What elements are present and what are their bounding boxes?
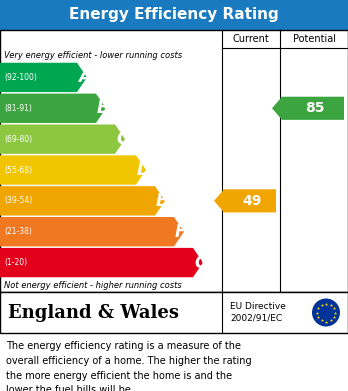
Text: G: G <box>194 254 208 272</box>
Text: EU Directive
2002/91/EC: EU Directive 2002/91/EC <box>230 302 286 323</box>
Text: B: B <box>97 99 110 117</box>
Polygon shape <box>0 186 165 215</box>
Text: (21-38): (21-38) <box>4 227 32 236</box>
Text: A: A <box>78 68 91 86</box>
Bar <box>0 30 348 292</box>
Text: C: C <box>116 130 128 148</box>
Text: (1-20): (1-20) <box>4 258 27 267</box>
Circle shape <box>312 298 340 326</box>
Text: England & Wales: England & Wales <box>8 303 179 321</box>
Text: 85: 85 <box>305 101 325 115</box>
Text: (69-80): (69-80) <box>4 135 32 143</box>
Text: (55-68): (55-68) <box>4 165 32 174</box>
Text: Not energy efficient - higher running costs: Not energy efficient - higher running co… <box>4 280 182 289</box>
Text: 49: 49 <box>242 194 262 208</box>
Polygon shape <box>0 155 146 185</box>
Text: Energy Efficiency Rating: Energy Efficiency Rating <box>69 7 279 23</box>
Text: (39-54): (39-54) <box>4 196 32 205</box>
Text: Very energy efficient - lower running costs: Very energy efficient - lower running co… <box>4 50 182 59</box>
Text: F: F <box>175 223 187 241</box>
Polygon shape <box>214 189 276 212</box>
Bar <box>0 292 348 333</box>
Text: Current: Current <box>232 34 269 44</box>
Polygon shape <box>0 93 106 123</box>
Polygon shape <box>272 97 344 120</box>
Text: The energy efficiency rating is a measure of the
overall efficiency of a home. T: The energy efficiency rating is a measur… <box>6 341 252 391</box>
Polygon shape <box>0 63 87 92</box>
Text: (81-91): (81-91) <box>4 104 32 113</box>
Polygon shape <box>0 124 125 154</box>
Polygon shape <box>0 217 184 246</box>
Text: D: D <box>137 161 151 179</box>
Bar <box>0 0 348 30</box>
Text: Potential: Potential <box>293 34 335 44</box>
Text: E: E <box>156 192 167 210</box>
Text: (92-100): (92-100) <box>4 73 37 82</box>
Polygon shape <box>0 248 203 277</box>
